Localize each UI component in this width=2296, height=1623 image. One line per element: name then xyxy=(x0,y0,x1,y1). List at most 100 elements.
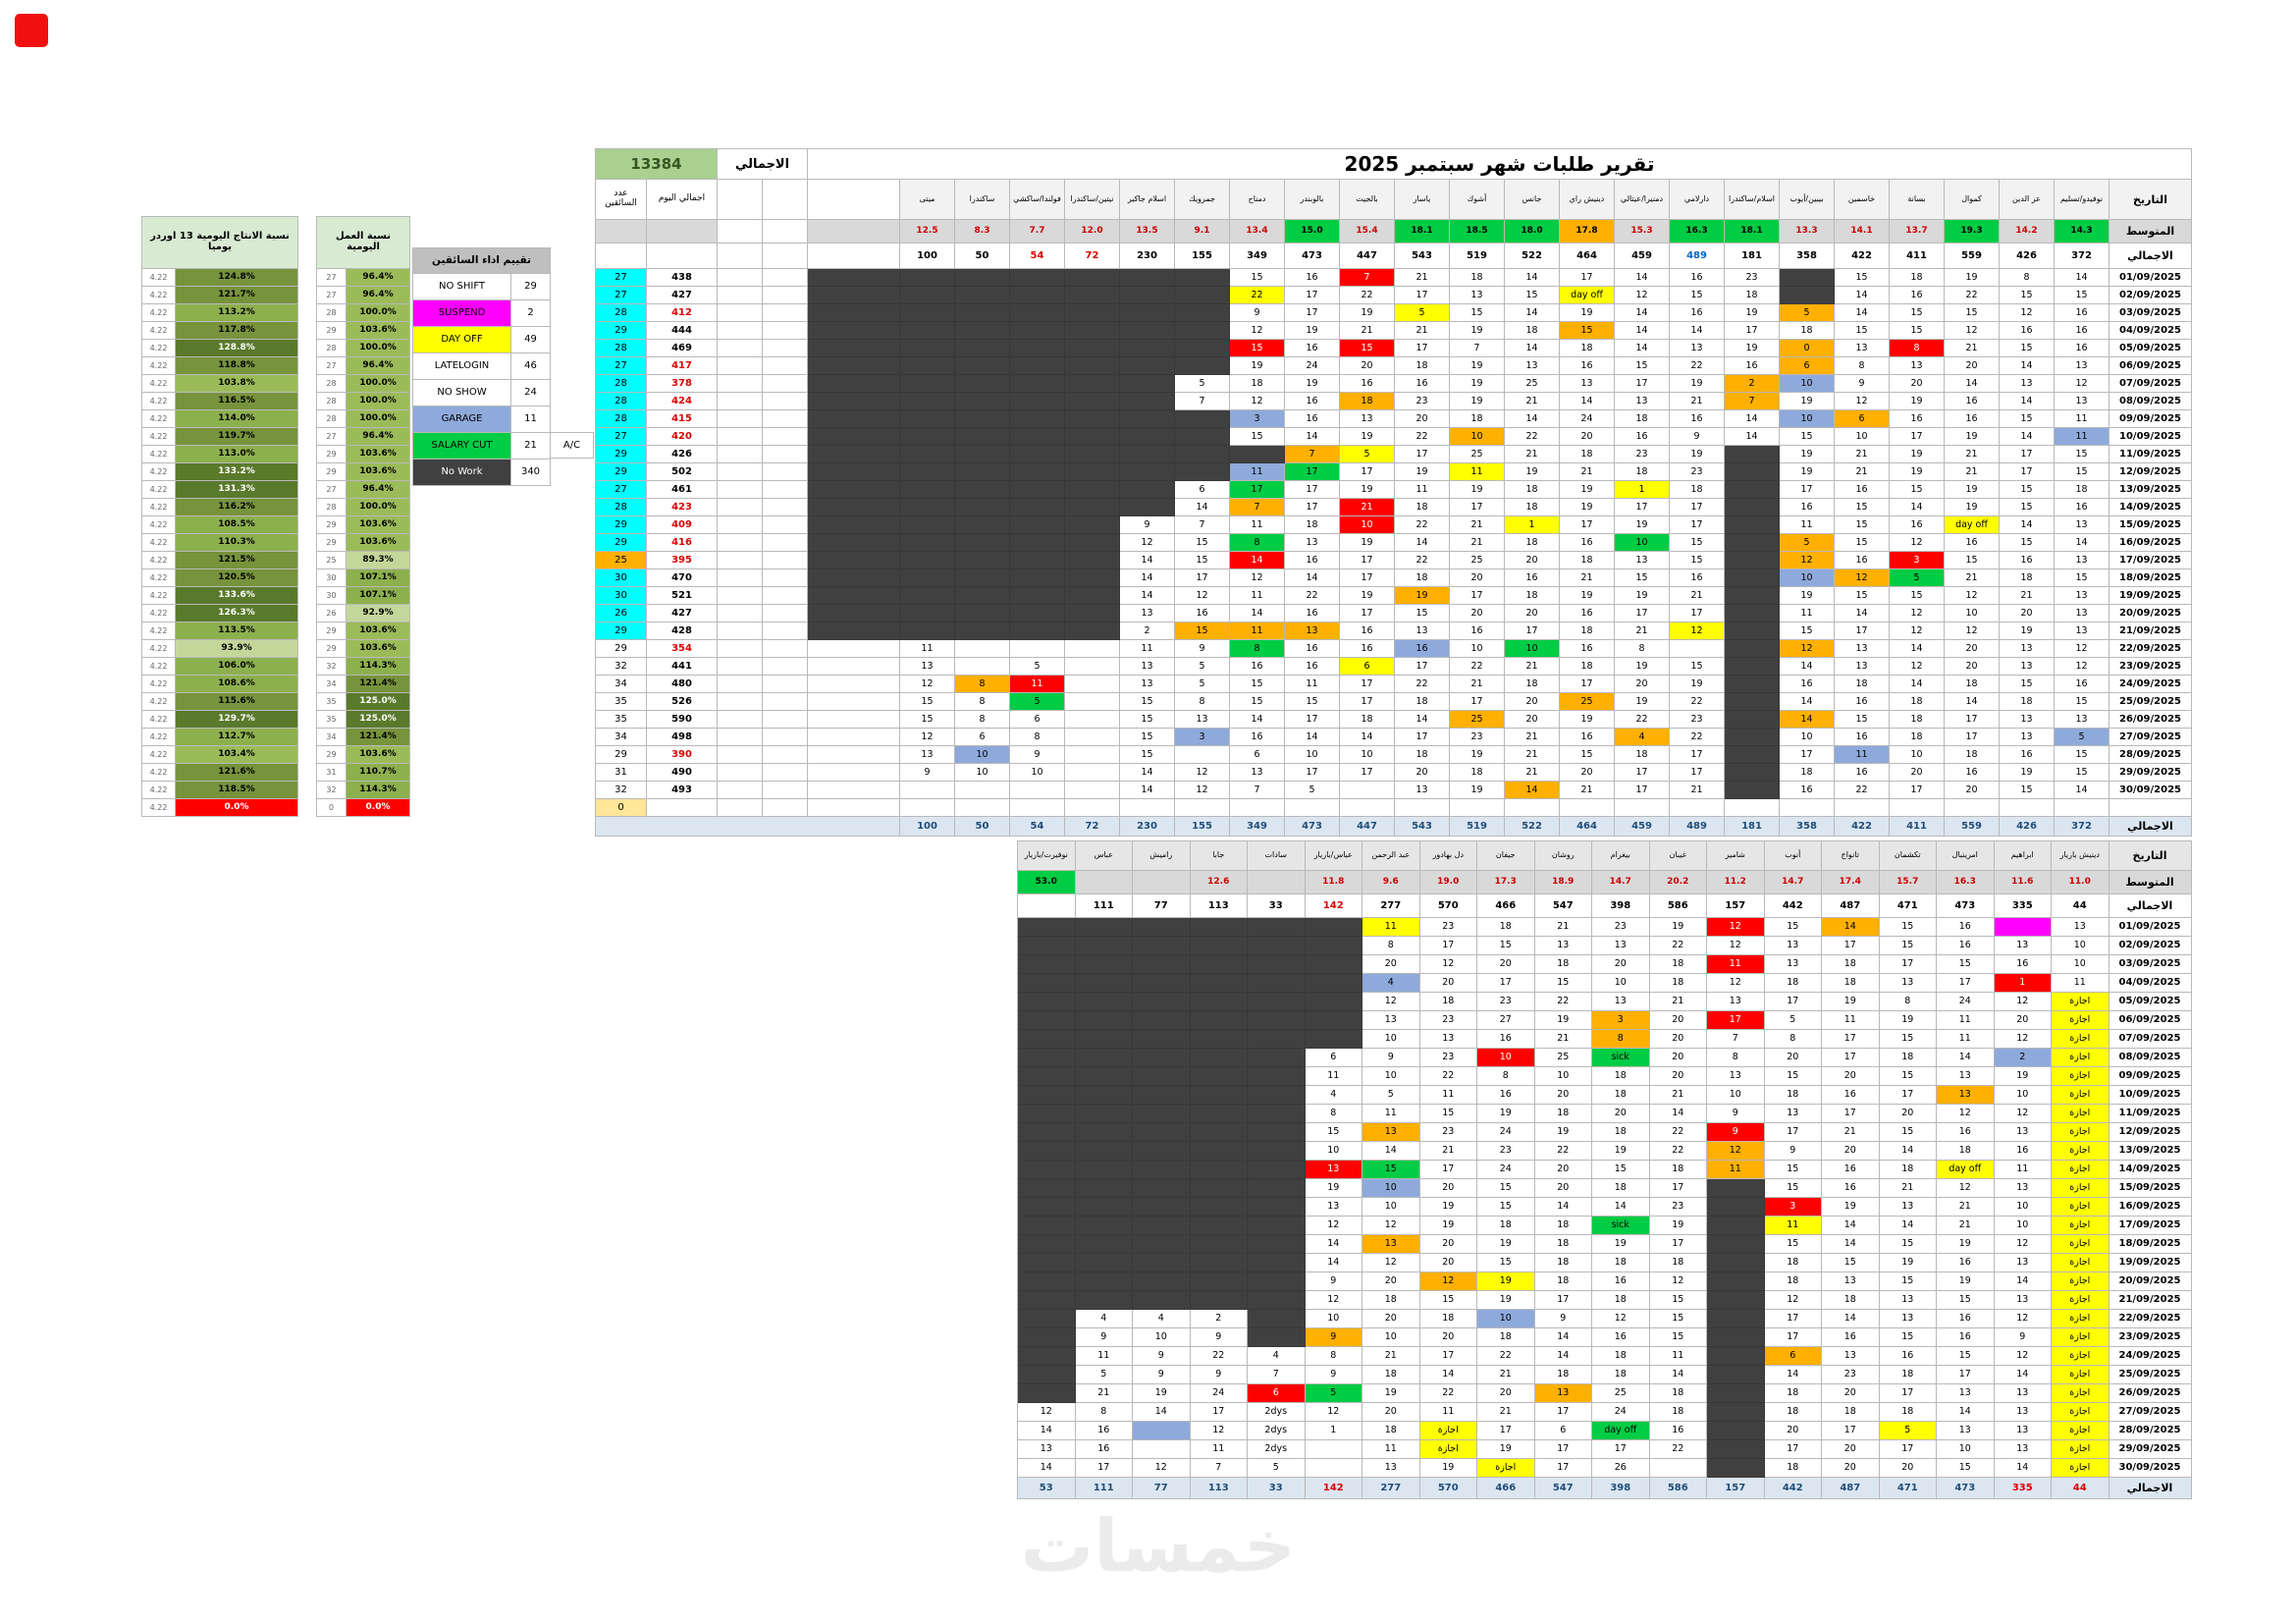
cell[interactable] xyxy=(1190,1049,1248,1067)
cell[interactable]: 4 xyxy=(1075,1310,1133,1328)
cell[interactable] xyxy=(1010,782,1065,799)
cell[interactable]: 12 xyxy=(1707,974,1765,993)
cell[interactable]: اجازة xyxy=(2052,1198,2109,1217)
cell[interactable]: 23 xyxy=(1615,446,1670,463)
cell[interactable]: 12 xyxy=(1764,1291,1822,1310)
cell[interactable] xyxy=(955,622,1010,640)
cell[interactable] xyxy=(1018,918,1076,937)
date-cell[interactable]: 17/09/2025 xyxy=(2109,1217,2192,1235)
column-header[interactable]: شامير xyxy=(1707,841,1765,871)
cell[interactable]: 19 xyxy=(1560,711,1615,729)
date-cell[interactable]: 12/09/2025 xyxy=(2109,1123,2192,1142)
cell[interactable]: 7 xyxy=(1340,269,1395,287)
production-pct-cell[interactable]: 118.5% xyxy=(176,782,298,799)
cell[interactable]: 14 xyxy=(1120,587,1175,605)
cell[interactable]: 22 xyxy=(1285,587,1340,605)
cell[interactable] xyxy=(718,499,763,516)
cell[interactable]: 12 xyxy=(1649,1272,1707,1291)
cell[interactable]: 22 xyxy=(1649,1440,1707,1459)
pct-prefix-cell[interactable]: 4.22 xyxy=(142,746,176,764)
cell[interactable]: 19 xyxy=(1534,1123,1592,1142)
cell[interactable]: 12 xyxy=(1937,1105,1995,1123)
cell[interactable]: 13 xyxy=(1340,410,1395,428)
cell[interactable]: 17 xyxy=(1937,974,1995,993)
legend-item-label[interactable]: SUSPEND xyxy=(413,300,511,327)
cell[interactable]: 14 xyxy=(1615,322,1670,340)
cell[interactable]: 16 xyxy=(1592,1328,1650,1347)
cell[interactable]: 11 xyxy=(1230,463,1285,481)
pct-prefix-cell[interactable]: 32 xyxy=(317,658,347,676)
cell[interactable]: 21 xyxy=(1534,918,1592,937)
cell[interactable]: 16 xyxy=(1879,1347,1937,1366)
cell[interactable] xyxy=(955,463,1010,481)
cell[interactable]: 5 xyxy=(1362,1086,1420,1105)
column-total-cell[interactable]: 473 xyxy=(1937,1478,1995,1499)
cell[interactable]: 24 xyxy=(1592,1403,1650,1422)
cell[interactable]: 17 xyxy=(1615,782,1670,799)
cell[interactable] xyxy=(1305,1011,1362,1030)
cell[interactable]: 11 xyxy=(2052,974,2109,993)
pct-prefix-cell[interactable]: 4.22 xyxy=(142,693,176,711)
cell[interactable]: 18 xyxy=(1560,552,1615,569)
cell[interactable]: 16 xyxy=(1175,605,1230,622)
cell[interactable]: 17 xyxy=(1725,322,1780,340)
cell[interactable]: 14 xyxy=(2000,516,2055,534)
cell[interactable]: 15 xyxy=(2000,410,2055,428)
date-cell[interactable]: 30/09/2025 xyxy=(2109,782,2192,799)
cell[interactable] xyxy=(596,817,900,837)
cell[interactable] xyxy=(1075,1030,1133,1049)
cell[interactable] xyxy=(1725,569,1780,587)
cell[interactable]: اجازة xyxy=(2052,1217,2109,1235)
cell[interactable]: 13 xyxy=(2055,516,2109,534)
cell[interactable] xyxy=(955,304,1010,322)
pct-prefix-cell[interactable]: 4.22 xyxy=(142,569,176,587)
cell[interactable]: 17 xyxy=(1340,569,1395,587)
column-total-cell[interactable]: 586 xyxy=(1649,1478,1707,1499)
average-cell[interactable]: 14.7 xyxy=(1592,871,1650,894)
cell[interactable]: 14 xyxy=(1994,1459,2052,1478)
cell[interactable] xyxy=(1075,1254,1133,1272)
cell[interactable]: 11 xyxy=(1230,587,1285,605)
cell[interactable]: 18 xyxy=(1340,711,1395,729)
cell[interactable] xyxy=(900,481,955,499)
column-header[interactable]: ابراهيم xyxy=(1994,841,2052,871)
cell[interactable]: 15 xyxy=(1505,287,1560,304)
cell[interactable] xyxy=(900,304,955,322)
cell[interactable]: 12 xyxy=(1305,1291,1362,1310)
average-cell[interactable]: 14.2 xyxy=(2000,220,2055,243)
cell[interactable]: 13 xyxy=(1937,1067,1995,1086)
cell[interactable] xyxy=(1133,1217,1191,1235)
average-cell[interactable]: 18.5 xyxy=(1450,220,1505,243)
work-pct-cell[interactable]: 100.0% xyxy=(347,375,410,393)
cell[interactable]: 18 xyxy=(1764,1403,1822,1422)
column-total-cell[interactable]: 442 xyxy=(1764,894,1822,918)
cell[interactable]: 17 xyxy=(1822,1105,1880,1123)
cell[interactable]: 17 xyxy=(1945,711,2000,729)
column-header[interactable]: دينيش راي xyxy=(1560,180,1615,220)
cell[interactable]: 9 xyxy=(1075,1328,1133,1347)
cell[interactable]: 20 xyxy=(1879,1459,1937,1478)
cell[interactable]: 18 xyxy=(1592,1123,1650,1142)
cell[interactable] xyxy=(1175,357,1230,375)
cell[interactable]: 1 xyxy=(1505,516,1560,534)
cell[interactable] xyxy=(1065,764,1120,782)
cell[interactable] xyxy=(718,481,763,499)
column-header[interactable]: كموال xyxy=(1945,180,2000,220)
cell[interactable]: 16 xyxy=(1285,658,1340,676)
date-cell[interactable]: 27/09/2025 xyxy=(2109,1403,2192,1422)
cell[interactable] xyxy=(718,640,763,658)
cell[interactable]: 22 xyxy=(1477,1347,1535,1366)
cell[interactable]: 19 xyxy=(1780,463,1835,481)
pct-prefix-cell[interactable]: 4.22 xyxy=(142,534,176,552)
cell[interactable]: 19 xyxy=(1450,322,1505,340)
average-cell[interactable]: 18.0 xyxy=(1505,220,1560,243)
cell[interactable]: 10 xyxy=(1010,764,1065,782)
cell[interactable]: 15 xyxy=(1230,676,1285,693)
cell[interactable] xyxy=(1190,1254,1248,1272)
cell[interactable]: 19 xyxy=(1285,375,1340,393)
cell[interactable]: 21 xyxy=(1670,393,1725,410)
cell[interactable]: 9 xyxy=(1534,1310,1592,1328)
column-total-cell[interactable]: 335 xyxy=(1994,894,2052,918)
column-total-cell[interactable]: 464 xyxy=(1560,243,1615,269)
column-header[interactable]: امرينبال xyxy=(1937,841,1995,871)
